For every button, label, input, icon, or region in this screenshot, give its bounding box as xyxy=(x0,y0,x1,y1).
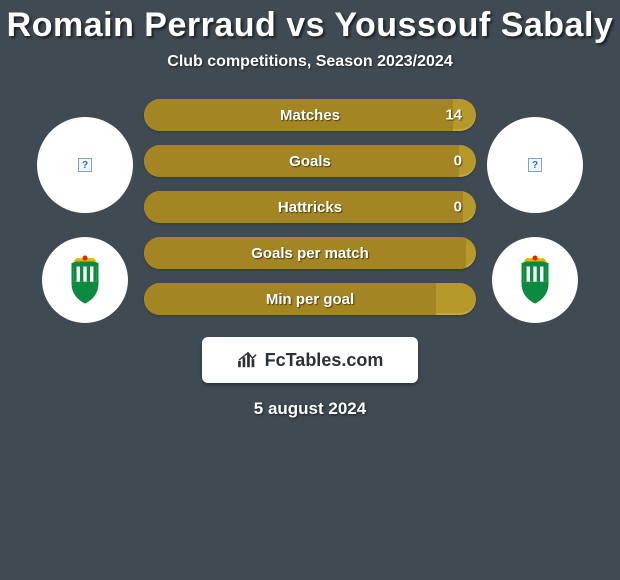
brand-text: FcTables.com xyxy=(265,350,384,371)
stat-value: 0 xyxy=(454,199,462,216)
page-subtitle: Club competitions, Season 2023/2024 xyxy=(0,53,620,71)
left-club-crest xyxy=(42,237,128,323)
stat-label: Goals per match xyxy=(251,245,369,262)
stat-bar-hattricks: Hattricks 0 xyxy=(144,191,476,223)
stat-bar-goals-per-match: Goals per match xyxy=(144,237,476,269)
page-title: Romain Perraud vs Youssouf Sabaly xyxy=(0,6,620,45)
content-row: Matches 14 Goals 0 Hattricks 0 Goals per… xyxy=(0,99,620,323)
betis-crest-icon xyxy=(58,253,112,307)
date-text: 5 august 2024 xyxy=(0,399,620,419)
betis-crest-icon xyxy=(508,253,562,307)
stat-value: 14 xyxy=(445,107,462,124)
stat-bar-goals: Goals 0 xyxy=(144,145,476,177)
stat-label: Hattricks xyxy=(278,199,342,216)
stat-label: Matches xyxy=(280,107,340,124)
right-player-column xyxy=(480,99,590,323)
right-club-crest xyxy=(492,237,578,323)
missing-image-icon xyxy=(78,158,92,172)
stat-bars: Matches 14 Goals 0 Hattricks 0 Goals per… xyxy=(140,99,480,315)
left-player-photo xyxy=(37,117,133,213)
stat-label: Min per goal xyxy=(266,291,354,308)
comparison-card: Romain Perraud vs Youssouf Sabaly Club c… xyxy=(0,0,620,580)
stat-label: Goals xyxy=(289,153,331,170)
stat-bar-min-per-goal: Min per goal xyxy=(144,283,476,315)
right-player-photo xyxy=(487,117,583,213)
stat-bar-matches: Matches 14 xyxy=(144,99,476,131)
missing-image-icon xyxy=(528,158,542,172)
bar-chart-icon xyxy=(237,351,259,369)
left-player-column xyxy=(30,99,140,323)
brand-badge[interactable]: FcTables.com xyxy=(202,337,418,383)
stat-value: 0 xyxy=(454,153,462,170)
